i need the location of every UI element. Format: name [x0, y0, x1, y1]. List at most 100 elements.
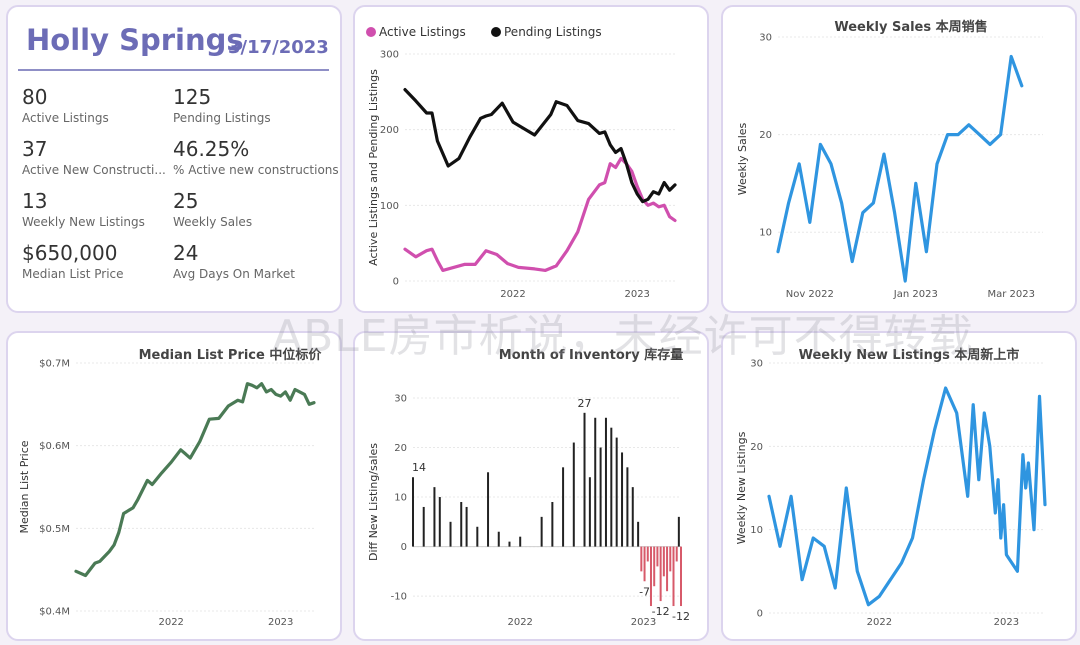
title-divider	[18, 69, 329, 71]
kpi-value-weekly-new-listings: 13	[22, 189, 48, 213]
x-tick-label: 2023	[624, 289, 649, 300]
x-tick-label: 2022	[158, 617, 183, 628]
weekly-new-listings-chart: Weekly New Listings 本周新上市 Weekly New List…	[735, 347, 1047, 628]
median-price-chart: Median List Price 中位标价 Median List Price $…	[18, 347, 323, 628]
months-inventory-chart: Month of Inventory 库存量 Diff New Listing/s…	[367, 347, 690, 628]
x-tick-label: Jan 2023	[893, 289, 938, 300]
data-label: 14	[412, 461, 426, 474]
chart-title: Weekly New Listings 本周新上市	[799, 347, 1020, 363]
bar	[653, 546, 656, 587]
x-tick-label: 2022	[867, 617, 892, 628]
bar	[646, 546, 649, 562]
legend-label: Active Listings	[379, 25, 466, 39]
data-label: -12	[652, 605, 670, 618]
y-axis-label: Active Listings and Pending Listings	[367, 69, 380, 266]
y-tick-label: 30	[759, 33, 772, 44]
bar	[680, 546, 682, 607]
y-tick-label: 0	[393, 277, 399, 288]
bar	[497, 531, 500, 547]
data-label: -12	[672, 610, 690, 623]
bar	[631, 487, 634, 547]
data-label: -7	[639, 585, 650, 598]
bar	[487, 472, 490, 547]
bar	[562, 467, 565, 547]
bar	[615, 437, 618, 547]
bar	[662, 546, 665, 577]
kpi-label-active-new-construction: Active New Constructi...	[22, 163, 166, 177]
report-date: 3/17/2023	[228, 37, 329, 58]
y-tick-label: -10	[391, 592, 407, 603]
listings-chart-card: Active Listings and Pending Listings 0 100…	[353, 5, 709, 313]
series-line-active-listings	[403, 156, 677, 272]
y-tick-label: 20	[759, 130, 772, 141]
y-tick-label: 200	[380, 125, 399, 136]
kpi-value-avg-days-on-market: 24	[173, 241, 199, 265]
y-axis-label: Weekly Sales	[736, 122, 749, 195]
y-tick-label: $0.7M	[39, 359, 70, 370]
kpi-label-active-listings: Active Listings	[22, 111, 109, 125]
bar	[599, 447, 602, 547]
bar	[412, 477, 414, 547]
data-label: 27	[578, 397, 592, 410]
y-tick-label: 20	[750, 442, 763, 453]
bar	[604, 417, 607, 547]
bar	[666, 546, 669, 592]
bar	[610, 427, 613, 547]
x-tick-label: 2022	[500, 289, 525, 300]
x-tick-label: 2023	[631, 617, 656, 628]
bar	[551, 502, 554, 547]
weekly-new-listings-chart-card: Weekly New Listings 本周新上市 Weekly New List…	[721, 331, 1077, 641]
kpi-label-weekly-sales: Weekly Sales	[173, 215, 253, 229]
kpi-value-active-listings: 80	[22, 85, 48, 109]
kpi-value-median-list-price: $650,000	[22, 241, 118, 265]
series-line-weekly-new-listings	[767, 386, 1047, 607]
bar	[583, 412, 586, 547]
y-tick-label: 0	[401, 542, 407, 553]
y-tick-label: 20	[394, 443, 407, 454]
x-tick-label: 2023	[268, 617, 293, 628]
y-tick-label: 30	[750, 359, 763, 370]
chart-title: Weekly Sales 本周销售	[834, 19, 987, 35]
y-tick-label: 10	[394, 493, 407, 504]
kpi-label-avg-days-on-market: Avg Days On Market	[173, 267, 295, 281]
bar	[460, 502, 463, 547]
legend-marker	[366, 27, 376, 37]
chart-title: Median List Price 中位标价	[139, 347, 323, 363]
bar	[519, 536, 522, 547]
bar	[677, 516, 680, 547]
x-tick-label: Nov 2022	[786, 289, 834, 300]
y-tick-label: 0	[757, 609, 763, 620]
kpi-label-median-list-price: Median List Price	[22, 267, 124, 281]
legend-label: Pending Listings	[504, 25, 602, 39]
bar	[675, 546, 678, 562]
legend-marker	[491, 27, 501, 37]
weekly-sales-chart: Weekly Sales 本周销售 Weekly Sales 10 20 30 Nov 2…	[736, 19, 1043, 300]
bar	[422, 506, 425, 547]
y-tick-label: 10	[750, 525, 763, 536]
bar	[640, 546, 643, 572]
series-line-pending-listings	[403, 88, 677, 204]
bar	[637, 521, 640, 547]
weekly-sales-chart-card: Weekly Sales 本周销售 Weekly Sales 10 20 30 Nov 2…	[721, 5, 1077, 313]
bar	[465, 506, 468, 547]
bar	[649, 546, 652, 607]
y-axis-label: Diff New Listing/sales	[367, 443, 380, 561]
chart-title: Month of Inventory 库存量	[499, 347, 683, 363]
months-inventory-chart-card: Month of Inventory 库存量 Diff New Listing/s…	[353, 331, 709, 641]
bar	[540, 516, 543, 547]
bar	[626, 467, 629, 547]
median-price-chart-card: Median List Price 中位标价 Median List Price $…	[6, 331, 342, 641]
y-tick-label: 300	[380, 50, 399, 61]
city-title: Holly Springs	[26, 23, 244, 57]
bar	[508, 541, 511, 547]
x-tick-label: 2022	[507, 617, 532, 628]
bar	[476, 526, 479, 547]
series-line-weekly-sales	[776, 54, 1024, 283]
x-tick-label: Mar 2023	[987, 289, 1034, 300]
bar	[659, 546, 662, 602]
kpi-label-pending-listings: Pending Listings	[173, 111, 271, 125]
kpi-label-pct-new-construction: % Active new constructions	[173, 163, 339, 177]
bar	[669, 546, 672, 572]
bar	[643, 546, 646, 582]
kpi-card: Holly Springs 3/17/2023 80 Active Listin…	[6, 5, 342, 313]
